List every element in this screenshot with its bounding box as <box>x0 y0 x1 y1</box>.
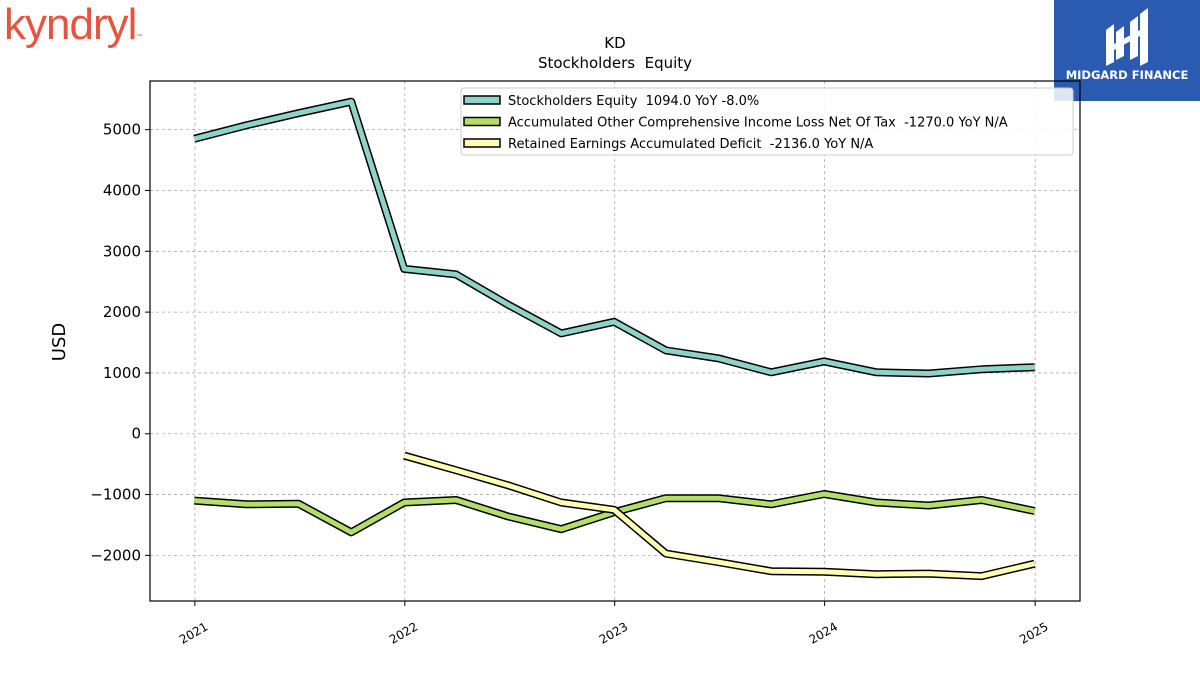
y-tick-label: −2000 <box>90 546 141 564</box>
x-axis-ticks: 2021 2022 2023 2024 2025 <box>177 601 1051 647</box>
legend-label: Accumulated Other Comprehensive Income L… <box>508 116 1008 131</box>
legend-swatch <box>463 138 501 148</box>
y-axis-ticks: −2000 −1000 0 1000 2000 3000 4000 5000 <box>90 121 150 564</box>
midgard-finance-logo-text: MIDGARD FINANCE <box>1065 68 1189 82</box>
grid <box>150 81 1080 601</box>
kyndryl-logo: kyndryl™ <box>4 0 142 50</box>
midgard-emblem-icon <box>1106 8 1148 66</box>
kyndryl-logo-text: kyndryl <box>4 0 137 49</box>
x-tick-label: 2022 <box>387 619 420 646</box>
chart-title: KD <box>604 34 625 52</box>
legend-swatch <box>463 116 501 127</box>
midgard-finance-logo: MIDGARD FINANCE <box>1054 0 1200 101</box>
chart-subtitle: Stockholders Equity <box>538 54 692 72</box>
legend-box <box>460 87 1074 156</box>
trademark-mark: ™ <box>136 34 142 40</box>
x-tick-label: 2023 <box>597 619 630 646</box>
y-tick-label: 5000 <box>103 121 141 139</box>
legend-swatch <box>463 95 501 105</box>
legend-label: Stockholders Equity 1094.0 YoY -8.0% <box>508 94 759 109</box>
y-tick-label: 3000 <box>103 242 141 260</box>
y-tick-label: 2000 <box>103 303 141 321</box>
x-tick-label: 2024 <box>807 619 840 646</box>
x-tick-label: 2025 <box>1017 619 1050 646</box>
series-line <box>403 453 1036 579</box>
x-tick-label: 2021 <box>177 619 210 646</box>
legend: Stockholders Equity 1094.0 YoY -8.0% Accu… <box>460 87 1074 156</box>
legend-label: Retained Earnings Accumulated Deficit -2… <box>508 137 873 152</box>
series-line <box>193 99 1035 376</box>
y-axis-label: USD <box>49 323 70 361</box>
y-tick-label: 0 <box>131 425 141 443</box>
y-tick-label: 4000 <box>103 181 141 199</box>
plot-frame <box>149 80 1081 602</box>
y-tick-label: −1000 <box>90 486 141 504</box>
y-tick-label: 1000 <box>103 364 141 382</box>
series-lines <box>193 97 1036 581</box>
